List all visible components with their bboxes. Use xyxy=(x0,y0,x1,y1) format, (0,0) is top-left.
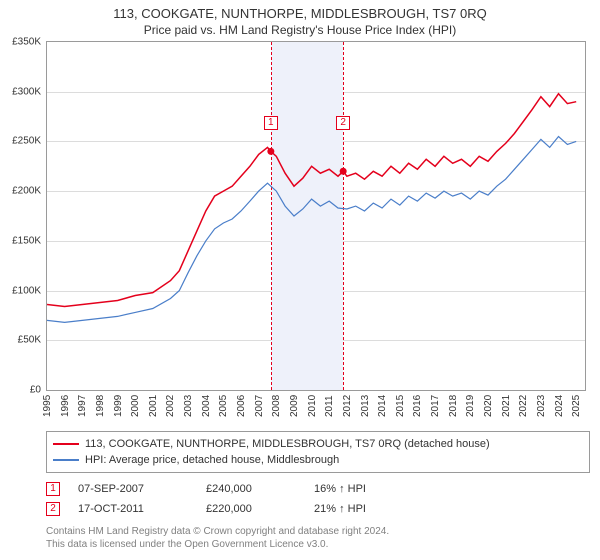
y-tick-label: £250K xyxy=(12,136,41,147)
sale-marker-badge: 2 xyxy=(336,116,350,130)
y-tick-label: £300K xyxy=(12,86,41,97)
x-tick-label: 2016 xyxy=(412,395,423,417)
y-tick-label: £350K xyxy=(12,37,41,48)
x-tick-label: 2021 xyxy=(501,395,512,417)
x-tick-label: 2015 xyxy=(395,395,406,417)
x-tick-label: 2020 xyxy=(483,395,494,417)
x-tick-label: 2011 xyxy=(324,395,335,417)
legend-label: 113, COOKGATE, NUNTHORPE, MIDDLESBROUGH,… xyxy=(85,436,490,452)
x-tick-label: 2009 xyxy=(289,395,300,417)
sale-dot xyxy=(340,168,347,175)
legend-swatch xyxy=(53,459,79,461)
x-tick-label: 2003 xyxy=(183,395,194,417)
x-tick-label: 2018 xyxy=(448,395,459,417)
legend-item: HPI: Average price, detached house, Midd… xyxy=(53,452,583,468)
sales-table: 1 07-SEP-2007 £240,000 16% ↑ HPI 2 17-OCT-201… xyxy=(46,479,590,519)
sale-dot xyxy=(267,148,274,155)
series-hpi xyxy=(47,137,576,323)
x-tick-label: 2007 xyxy=(254,395,265,417)
y-tick-label: £200K xyxy=(12,186,41,197)
y-tick-label: £150K xyxy=(12,235,41,246)
legend: 113, COOKGATE, NUNTHORPE, MIDDLESBROUGH,… xyxy=(46,431,590,473)
sale-price: £220,000 xyxy=(206,499,296,519)
x-tick-label: 2008 xyxy=(271,395,282,417)
chart-title: 113, COOKGATE, NUNTHORPE, MIDDLESBROUGH,… xyxy=(0,0,600,21)
legend-item: 113, COOKGATE, NUNTHORPE, MIDDLESBROUGH,… xyxy=(53,436,583,452)
x-tick-label: 2005 xyxy=(218,395,229,417)
y-tick-label: £0 xyxy=(30,385,41,396)
chart-container: 113, COOKGATE, NUNTHORPE, MIDDLESBROUGH,… xyxy=(0,0,600,560)
series-property xyxy=(47,94,576,307)
x-axis-labels: 1995199619971998199920002001200220032004… xyxy=(46,391,586,427)
sale-diff: 21% ↑ HPI xyxy=(314,499,404,519)
x-tick-label: 2017 xyxy=(430,395,441,417)
x-tick-label: 2010 xyxy=(307,395,318,417)
x-tick-label: 2004 xyxy=(201,395,212,417)
x-tick-label: 2002 xyxy=(165,395,176,417)
x-tick-label: 1995 xyxy=(42,395,53,417)
x-tick-label: 1997 xyxy=(77,395,88,417)
y-axis-labels: £0£50K£100K£150K£200K£250K£300K£350K xyxy=(1,42,45,390)
plot-area: £0£50K£100K£150K£200K£250K£300K£350K 12 xyxy=(46,41,586,391)
line-chart-svg xyxy=(47,42,585,390)
x-tick-label: 2013 xyxy=(360,395,371,417)
footer-line-2: This data is licensed under the Open Gov… xyxy=(46,538,590,551)
y-tick-label: £100K xyxy=(12,285,41,296)
x-tick-label: 2006 xyxy=(236,395,247,417)
sale-date: 17-OCT-2011 xyxy=(78,499,188,519)
sale-price: £240,000 xyxy=(206,479,296,499)
x-tick-label: 1999 xyxy=(113,395,124,417)
sale-row-marker: 1 xyxy=(46,482,60,496)
footer-attribution: Contains HM Land Registry data © Crown c… xyxy=(46,525,590,551)
x-tick-label: 2014 xyxy=(377,395,388,417)
legend-label: HPI: Average price, detached house, Midd… xyxy=(85,452,339,468)
sale-row: 2 17-OCT-2011 £220,000 21% ↑ HPI xyxy=(46,499,590,519)
chart-subtitle: Price paid vs. HM Land Registry's House … xyxy=(0,21,600,41)
x-tick-label: 2012 xyxy=(342,395,353,417)
sale-diff: 16% ↑ HPI xyxy=(314,479,404,499)
sale-marker-badge: 1 xyxy=(264,116,278,130)
x-tick-label: 2024 xyxy=(554,395,565,417)
x-tick-label: 2019 xyxy=(465,395,476,417)
x-tick-label: 1998 xyxy=(95,395,106,417)
footer-line-1: Contains HM Land Registry data © Crown c… xyxy=(46,525,590,538)
sale-date: 07-SEP-2007 xyxy=(78,479,188,499)
legend-swatch xyxy=(53,443,79,445)
y-tick-label: £50K xyxy=(18,335,41,346)
x-tick-label: 2023 xyxy=(536,395,547,417)
x-tick-label: 2000 xyxy=(130,395,141,417)
sale-row: 1 07-SEP-2007 £240,000 16% ↑ HPI xyxy=(46,479,590,499)
x-tick-label: 1996 xyxy=(60,395,71,417)
x-tick-label: 2022 xyxy=(518,395,529,417)
x-tick-label: 2001 xyxy=(148,395,159,417)
x-tick-label: 2025 xyxy=(571,395,582,417)
sale-row-marker: 2 xyxy=(46,502,60,516)
